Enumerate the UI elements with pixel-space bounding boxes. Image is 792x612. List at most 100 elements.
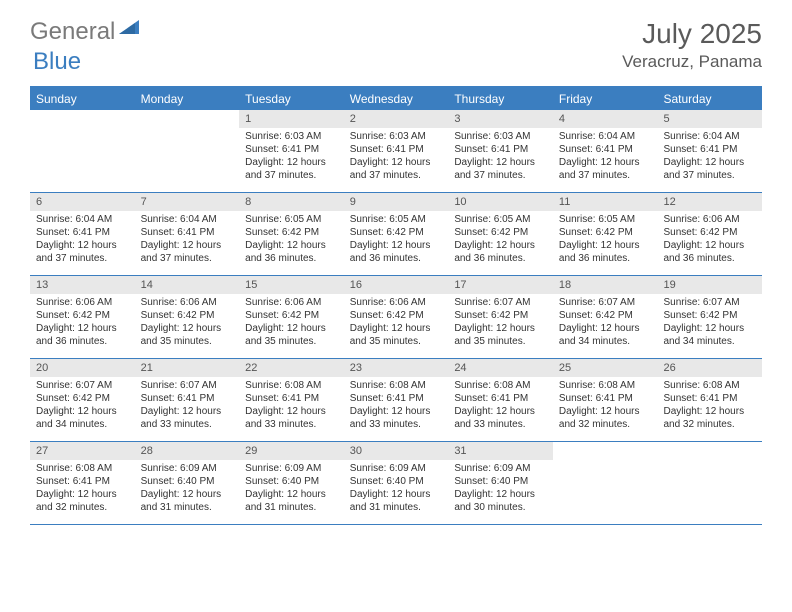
day-number: 11: [553, 193, 658, 211]
day-number: [553, 442, 658, 446]
week-row: 27Sunrise: 6:08 AMSunset: 6:41 PMDayligh…: [30, 442, 762, 525]
day-cell: 21Sunrise: 6:07 AMSunset: 6:41 PMDayligh…: [135, 359, 240, 441]
day-cell: 23Sunrise: 6:08 AMSunset: 6:41 PMDayligh…: [344, 359, 449, 441]
sunrise-text: Sunrise: 6:09 AM: [350, 462, 443, 475]
sunset-text: Sunset: 6:41 PM: [245, 392, 338, 405]
day-cell: 8Sunrise: 6:05 AMSunset: 6:42 PMDaylight…: [239, 193, 344, 275]
day-number: 6: [30, 193, 135, 211]
day-content: Sunrise: 6:05 AMSunset: 6:42 PMDaylight:…: [239, 211, 344, 269]
sunset-text: Sunset: 6:41 PM: [559, 143, 652, 156]
sunrise-text: Sunrise: 6:08 AM: [350, 379, 443, 392]
daylight-text: Daylight: 12 hours and 31 minutes.: [350, 488, 443, 514]
day-number: 30: [344, 442, 449, 460]
sunset-text: Sunset: 6:41 PM: [663, 143, 756, 156]
sunset-text: Sunset: 6:40 PM: [454, 475, 547, 488]
day-cell: 28Sunrise: 6:09 AMSunset: 6:40 PMDayligh…: [135, 442, 240, 524]
calendar: SundayMondayTuesdayWednesdayThursdayFrid…: [30, 86, 762, 525]
sunrise-text: Sunrise: 6:06 AM: [36, 296, 129, 309]
sunset-text: Sunset: 6:41 PM: [454, 392, 547, 405]
day-number: 21: [135, 359, 240, 377]
sunset-text: Sunset: 6:41 PM: [663, 392, 756, 405]
week-row: 13Sunrise: 6:06 AMSunset: 6:42 PMDayligh…: [30, 276, 762, 359]
sunset-text: Sunset: 6:41 PM: [141, 392, 234, 405]
day-cell: 24Sunrise: 6:08 AMSunset: 6:41 PMDayligh…: [448, 359, 553, 441]
day-content: Sunrise: 6:07 AMSunset: 6:42 PMDaylight:…: [448, 294, 553, 352]
day-content: Sunrise: 6:08 AMSunset: 6:41 PMDaylight:…: [30, 460, 135, 518]
week-row: 1Sunrise: 6:03 AMSunset: 6:41 PMDaylight…: [30, 110, 762, 193]
day-number: 27: [30, 442, 135, 460]
daylight-text: Daylight: 12 hours and 36 minutes.: [350, 239, 443, 265]
day-number: 13: [30, 276, 135, 294]
daylight-text: Daylight: 12 hours and 35 minutes.: [245, 322, 338, 348]
daylight-text: Daylight: 12 hours and 36 minutes.: [454, 239, 547, 265]
sunrise-text: Sunrise: 6:04 AM: [663, 130, 756, 143]
logo-blue-wrap: Blue: [33, 48, 81, 76]
day-content: Sunrise: 6:07 AMSunset: 6:42 PMDaylight:…: [30, 377, 135, 435]
daylight-text: Daylight: 12 hours and 34 minutes.: [36, 405, 129, 431]
day-number: 19: [657, 276, 762, 294]
sunrise-text: Sunrise: 6:05 AM: [454, 213, 547, 226]
daylight-text: Daylight: 12 hours and 37 minutes.: [36, 239, 129, 265]
sunrise-text: Sunrise: 6:06 AM: [245, 296, 338, 309]
sunrise-text: Sunrise: 6:03 AM: [350, 130, 443, 143]
day-cell: 17Sunrise: 6:07 AMSunset: 6:42 PMDayligh…: [448, 276, 553, 358]
day-content: Sunrise: 6:09 AMSunset: 6:40 PMDaylight:…: [135, 460, 240, 518]
sunset-text: Sunset: 6:42 PM: [350, 226, 443, 239]
day-number: 9: [344, 193, 449, 211]
day-number: 15: [239, 276, 344, 294]
day-number: 23: [344, 359, 449, 377]
daylight-text: Daylight: 12 hours and 32 minutes.: [36, 488, 129, 514]
daylight-text: Daylight: 12 hours and 34 minutes.: [559, 322, 652, 348]
day-content: Sunrise: 6:08 AMSunset: 6:41 PMDaylight:…: [344, 377, 449, 435]
week-row: 6Sunrise: 6:04 AMSunset: 6:41 PMDaylight…: [30, 193, 762, 276]
daylight-text: Daylight: 12 hours and 32 minutes.: [559, 405, 652, 431]
sunset-text: Sunset: 6:42 PM: [454, 226, 547, 239]
sunrise-text: Sunrise: 6:06 AM: [141, 296, 234, 309]
day-header: Wednesday: [344, 88, 449, 110]
day-cell: [657, 442, 762, 524]
day-number: 7: [135, 193, 240, 211]
sunset-text: Sunset: 6:41 PM: [350, 392, 443, 405]
day-content: Sunrise: 6:06 AMSunset: 6:42 PMDaylight:…: [239, 294, 344, 352]
daylight-text: Daylight: 12 hours and 37 minutes.: [350, 156, 443, 182]
sunset-text: Sunset: 6:42 PM: [36, 309, 129, 322]
day-header: Monday: [135, 88, 240, 110]
day-cell: 19Sunrise: 6:07 AMSunset: 6:42 PMDayligh…: [657, 276, 762, 358]
sunset-text: Sunset: 6:41 PM: [36, 475, 129, 488]
sunrise-text: Sunrise: 6:07 AM: [141, 379, 234, 392]
day-cell: 22Sunrise: 6:08 AMSunset: 6:41 PMDayligh…: [239, 359, 344, 441]
sunset-text: Sunset: 6:42 PM: [141, 309, 234, 322]
day-cell: 7Sunrise: 6:04 AMSunset: 6:41 PMDaylight…: [135, 193, 240, 275]
logo-text-general: General: [30, 18, 115, 46]
daylight-text: Daylight: 12 hours and 36 minutes.: [245, 239, 338, 265]
day-cell: 26Sunrise: 6:08 AMSunset: 6:41 PMDayligh…: [657, 359, 762, 441]
location-label: Veracruz, Panama: [622, 52, 762, 72]
day-cell: 6Sunrise: 6:04 AMSunset: 6:41 PMDaylight…: [30, 193, 135, 275]
daylight-text: Daylight: 12 hours and 36 minutes.: [663, 239, 756, 265]
day-number: 17: [448, 276, 553, 294]
day-content: Sunrise: 6:05 AMSunset: 6:42 PMDaylight:…: [344, 211, 449, 269]
day-number: 14: [135, 276, 240, 294]
sunrise-text: Sunrise: 6:09 AM: [245, 462, 338, 475]
sunset-text: Sunset: 6:42 PM: [350, 309, 443, 322]
day-number: 22: [239, 359, 344, 377]
sunrise-text: Sunrise: 6:09 AM: [141, 462, 234, 475]
sunset-text: Sunset: 6:41 PM: [454, 143, 547, 156]
sunset-text: Sunset: 6:41 PM: [245, 143, 338, 156]
sunrise-text: Sunrise: 6:08 AM: [245, 379, 338, 392]
day-header: Sunday: [30, 88, 135, 110]
day-content: Sunrise: 6:03 AMSunset: 6:41 PMDaylight:…: [344, 128, 449, 186]
daylight-text: Daylight: 12 hours and 37 minutes.: [663, 156, 756, 182]
daylight-text: Daylight: 12 hours and 33 minutes.: [350, 405, 443, 431]
daylight-text: Daylight: 12 hours and 36 minutes.: [559, 239, 652, 265]
day-content: Sunrise: 6:06 AMSunset: 6:42 PMDaylight:…: [135, 294, 240, 352]
sunrise-text: Sunrise: 6:09 AM: [454, 462, 547, 475]
day-number: 25: [553, 359, 658, 377]
sunset-text: Sunset: 6:42 PM: [559, 226, 652, 239]
sunset-text: Sunset: 6:41 PM: [350, 143, 443, 156]
daylight-text: Daylight: 12 hours and 33 minutes.: [454, 405, 547, 431]
sunrise-text: Sunrise: 6:07 AM: [559, 296, 652, 309]
daylight-text: Daylight: 12 hours and 37 minutes.: [559, 156, 652, 182]
sunset-text: Sunset: 6:42 PM: [663, 226, 756, 239]
sunrise-text: Sunrise: 6:03 AM: [454, 130, 547, 143]
